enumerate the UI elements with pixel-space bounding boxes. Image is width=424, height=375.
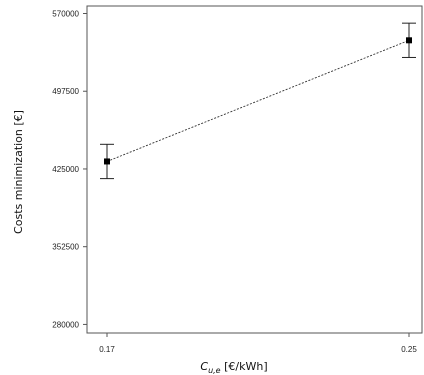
x-axis-ticks: 0.17 0.25 <box>99 333 417 354</box>
y-tick-label: 425000 <box>52 165 79 174</box>
x-tick-label: 0.25 <box>401 345 417 354</box>
y-axis-title: Costs minimization [€] <box>12 110 25 234</box>
y-axis-ticks: 280000 352500 425000 497500 570000 <box>52 10 87 329</box>
plot-frame <box>86 5 423 334</box>
x-axis-title-unit: [€/kWh] <box>221 360 268 373</box>
data-point-marker <box>104 158 110 165</box>
x-tick-label: 0.17 <box>99 345 115 354</box>
series-line <box>106 39 410 162</box>
y-tick-label: 352500 <box>52 243 79 252</box>
y-tick-label: 570000 <box>52 10 79 19</box>
x-axis-title-subscript: u,e <box>208 366 221 375</box>
x-axis-title-main: C <box>200 360 208 373</box>
y-tick-label: 497500 <box>52 87 79 96</box>
x-axis-title: Cu,e [€/kWh] <box>200 360 267 375</box>
data-point-marker <box>406 37 412 44</box>
y-tick-label: 280000 <box>52 320 79 329</box>
data-series <box>100 22 416 180</box>
